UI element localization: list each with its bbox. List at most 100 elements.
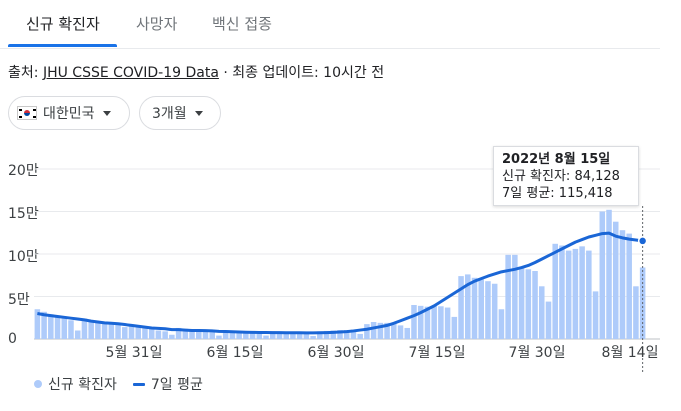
case-bar	[222, 330, 229, 339]
case-bar	[283, 332, 289, 340]
case-bar	[337, 330, 343, 339]
x-tick-label: 7월 30일	[508, 345, 566, 361]
case-bar	[512, 254, 518, 339]
case-bar	[471, 277, 478, 339]
case-bar	[41, 311, 47, 339]
case-bar	[263, 335, 269, 339]
case-bar	[411, 305, 417, 339]
case-bar	[592, 291, 599, 339]
case-bar	[128, 326, 135, 339]
update-time: · 최종 업데이트: 10시간 전	[218, 65, 385, 81]
case-bar	[216, 335, 222, 339]
case-bar	[465, 274, 471, 339]
source-prefix: 출처:	[8, 65, 43, 81]
case-bar	[626, 233, 632, 339]
case-bar	[633, 286, 639, 339]
case-bar	[539, 286, 545, 339]
case-bar	[310, 336, 316, 339]
case-bar	[81, 318, 88, 339]
case-bar	[276, 332, 283, 339]
case-bar	[209, 332, 215, 339]
case-bar	[74, 330, 81, 339]
case-bar	[559, 245, 565, 339]
y-tick-label: 20만	[8, 163, 39, 179]
case-bar	[552, 243, 558, 339]
case-bar	[236, 331, 242, 339]
case-bar	[485, 281, 491, 339]
case-bar	[586, 250, 592, 339]
case-bar	[189, 329, 195, 339]
case-bar	[323, 330, 330, 339]
x-tick-label: 6월 30일	[307, 345, 365, 361]
y-tick-label: 0	[8, 331, 17, 347]
case-bar	[572, 248, 579, 339]
caret-down-icon	[194, 110, 203, 116]
case-bar	[182, 328, 189, 339]
seven-day-average-line	[37, 231, 643, 335]
legend-bar-swatch	[34, 380, 42, 388]
x-tick-label: 7월 15일	[408, 345, 466, 361]
case-bar	[518, 266, 525, 339]
case-bar	[155, 330, 162, 339]
tab-deaths[interactable]: 사망자	[136, 15, 178, 33]
case-bar	[384, 322, 390, 339]
case-bar	[175, 327, 182, 339]
case-bar	[296, 332, 303, 340]
case-bar	[417, 305, 424, 339]
tooltip-date: 2022년 8월 15일	[502, 152, 611, 167]
active-tab-indicator	[8, 44, 117, 47]
tab-bar: 신규 확진자 사망자 백신 접종	[0, 0, 660, 49]
case-bar	[364, 324, 370, 340]
case-bar	[317, 331, 323, 339]
case-bar	[491, 283, 498, 339]
tab-vaccination[interactable]: 백신 접종	[212, 15, 272, 33]
y-tick-label: 10만	[8, 249, 39, 265]
hover-point	[637, 236, 648, 246]
case-bar	[269, 331, 276, 339]
x-tick-label: 6월 15일	[206, 345, 264, 361]
case-bar	[391, 323, 397, 339]
source-link[interactable]: JHU CSSE COVID-19 Data	[42, 65, 219, 81]
case-bar	[34, 309, 41, 339]
chart-legend: 신규 확진자 7일 평균	[34, 374, 203, 394]
case-bar	[54, 316, 61, 339]
case-bar	[525, 269, 532, 339]
case-bar	[545, 301, 552, 339]
case-bar	[579, 246, 585, 339]
case-bar	[599, 211, 606, 339]
case-bar	[370, 322, 377, 339]
case-bar	[532, 271, 538, 339]
country-select[interactable]: 대한민국	[8, 96, 130, 130]
case-bar	[122, 327, 128, 339]
legend-bars-label: 신규 확진자	[48, 377, 117, 393]
case-bar	[148, 328, 155, 339]
case-bar	[256, 333, 263, 339]
y-tick-label: 5만	[8, 292, 30, 308]
case-bar	[196, 330, 202, 339]
case-bar	[606, 209, 612, 339]
case-bar	[330, 330, 337, 339]
case-bar	[303, 333, 310, 339]
case-bar	[135, 327, 142, 339]
case-bar	[88, 320, 94, 339]
legend-line-label: 7일 평균	[150, 377, 203, 393]
case-bar	[404, 327, 411, 339]
case-bar	[458, 276, 464, 339]
case-bar	[424, 306, 431, 339]
case-bar	[357, 333, 363, 339]
period-label: 3개월	[152, 106, 187, 122]
case-bar	[61, 317, 68, 339]
x-tick-label: 5월 31일	[105, 345, 163, 361]
country-label: 대한민국	[43, 106, 95, 122]
period-select[interactable]: 3개월	[139, 96, 221, 130]
case-bar	[505, 254, 511, 339]
case-bar	[115, 324, 121, 339]
hover-tooltip: 2022년 8월 15일 신규 확진자: 84,128 7일 평균: 115,4…	[493, 146, 639, 206]
source-line: 출처: JHU CSSE COVID-19 Data · 최종 업데이트: 10…	[8, 62, 384, 82]
tab-new-cases[interactable]: 신규 확진자	[26, 15, 100, 33]
south-korea-flag-icon	[17, 106, 37, 120]
case-bar	[95, 321, 101, 339]
case-bar	[169, 334, 175, 339]
case-bar	[202, 330, 209, 339]
y-tick-label: 15만	[8, 206, 39, 222]
